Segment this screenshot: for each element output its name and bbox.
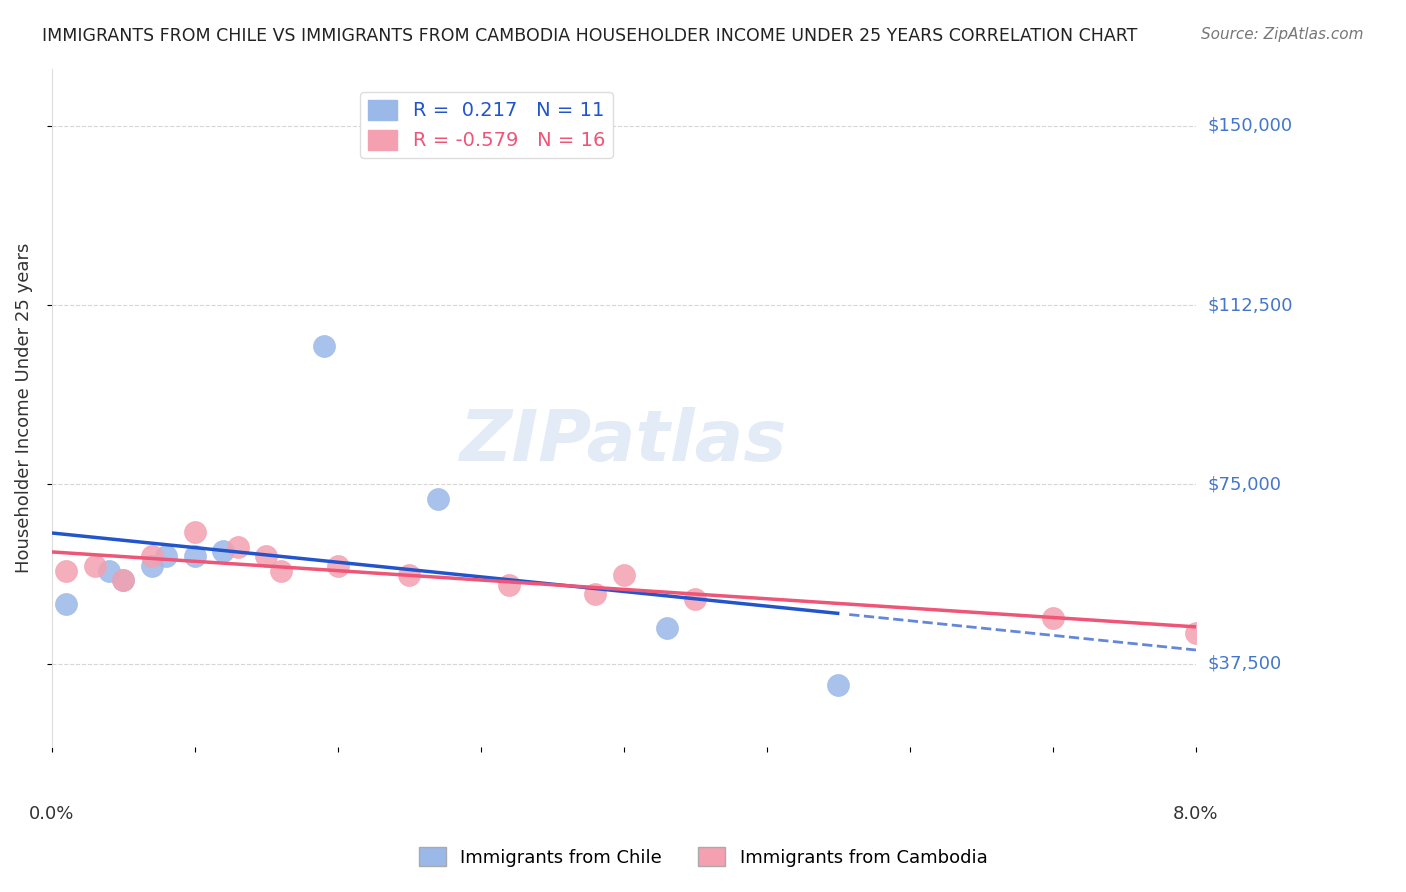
Text: $150,000: $150,000 [1208, 117, 1292, 135]
Point [583, 587, 606, 601]
Text: 8.0%: 8.0% [1173, 805, 1219, 822]
Point [498, 578, 520, 592]
Point [312, 339, 335, 353]
Point [184, 525, 207, 540]
Text: IMMIGRANTS FROM CHILE VS IMMIGRANTS FROM CAMBODIA HOUSEHOLDER INCOME UNDER 25 YE: IMMIGRANTS FROM CHILE VS IMMIGRANTS FROM… [42, 27, 1137, 45]
Point [254, 549, 277, 564]
Point [212, 544, 235, 558]
Text: $112,500: $112,500 [1208, 296, 1292, 314]
Legend: Immigrants from Chile, Immigrants from Cambodia: Immigrants from Chile, Immigrants from C… [412, 840, 994, 874]
Point [141, 558, 163, 573]
Point [1042, 611, 1064, 625]
Point [326, 558, 349, 573]
Point [685, 592, 707, 607]
Point [426, 491, 449, 506]
Point [155, 549, 177, 564]
Y-axis label: Householder Income Under 25 years: Householder Income Under 25 years [15, 243, 32, 574]
Text: $37,500: $37,500 [1208, 655, 1281, 673]
Point [55, 564, 77, 578]
Point [83, 558, 105, 573]
Text: 0.0%: 0.0% [30, 805, 75, 822]
Point [112, 573, 135, 587]
Point [184, 549, 207, 564]
Point [613, 568, 636, 582]
Point [55, 597, 77, 611]
Text: $75,000: $75,000 [1208, 475, 1281, 493]
Point [141, 549, 163, 564]
Point [398, 568, 420, 582]
Point [226, 540, 249, 554]
Point [1185, 625, 1208, 640]
Text: ZIPatlas: ZIPatlas [460, 408, 787, 476]
Point [270, 564, 292, 578]
Point [827, 678, 849, 692]
Text: Source: ZipAtlas.com: Source: ZipAtlas.com [1201, 27, 1364, 42]
Point [97, 564, 120, 578]
Point [112, 573, 135, 587]
Legend: R =  0.217   N = 11, R = -0.579   N = 16: R = 0.217 N = 11, R = -0.579 N = 16 [360, 92, 613, 158]
Point [655, 621, 678, 635]
